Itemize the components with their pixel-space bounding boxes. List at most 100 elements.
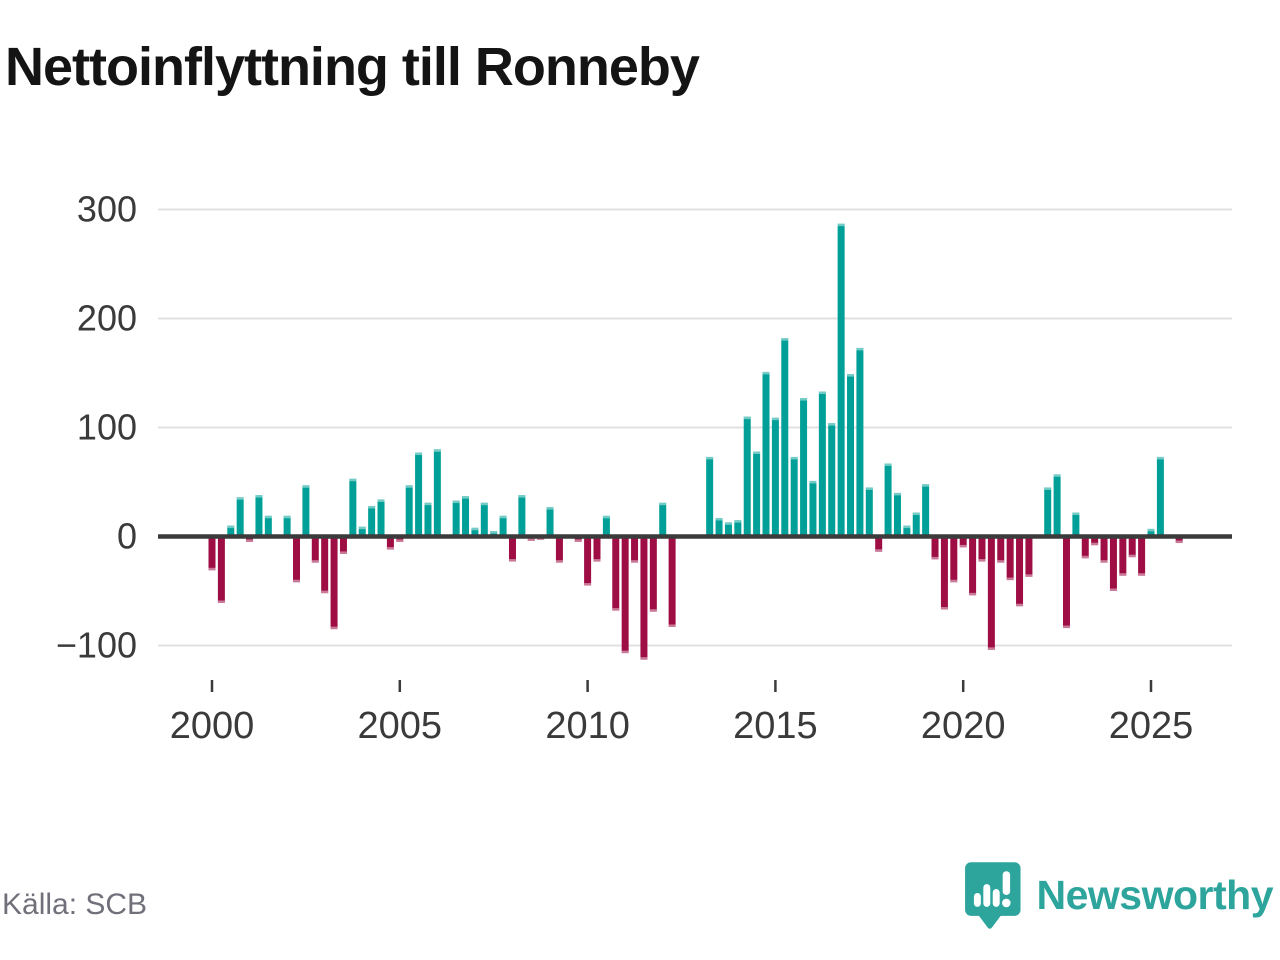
bar-2024Q3 xyxy=(1128,536,1136,558)
bar-2016Q2 xyxy=(818,391,826,537)
y-axis-label-200: 200 xyxy=(77,298,137,339)
bar-cap xyxy=(893,492,901,496)
bar-2022Q4 xyxy=(1062,536,1070,629)
bar-cap xyxy=(546,507,554,510)
x-axis-label-2010: 2010 xyxy=(545,705,630,747)
bar-2023Q4 xyxy=(1100,536,1108,563)
newsworthy-logo-icon xyxy=(965,862,1021,929)
bar-2014Q4 xyxy=(762,371,770,537)
bar-cap xyxy=(339,551,347,554)
bar-2022Q3 xyxy=(1053,474,1061,537)
bar-2018Q1 xyxy=(884,463,892,537)
bar-cap xyxy=(800,398,808,401)
bar-cap xyxy=(462,496,470,499)
bar-2002Q3 xyxy=(302,485,310,537)
bar-cap xyxy=(931,556,939,560)
logo-bar-small xyxy=(973,893,981,907)
bar-cap xyxy=(396,539,404,542)
bar-2018Q4 xyxy=(912,512,920,537)
bar-2014Q2 xyxy=(743,416,751,537)
bar-2001Q2 xyxy=(255,495,263,537)
bar-2009Q1 xyxy=(546,507,554,537)
y-axis-label-0: 0 xyxy=(117,516,137,557)
x-axis-label-2025: 2025 xyxy=(1109,705,1194,747)
bar-2007Q4 xyxy=(499,515,507,537)
bar-2012Q1 xyxy=(659,502,667,537)
bar-cap xyxy=(762,371,770,375)
bar-2011Q3 xyxy=(640,536,648,660)
bar-2014Q1 xyxy=(734,520,742,537)
bar-2010Q4 xyxy=(612,536,620,611)
bar-2025Q2 xyxy=(1156,456,1164,537)
bar-2017Q1 xyxy=(847,374,855,537)
bar-2013Q3 xyxy=(715,517,723,537)
bar-2011Q1 xyxy=(621,536,629,654)
bar-2013Q4 xyxy=(724,522,732,537)
bar-cap xyxy=(809,480,817,484)
bar-cap xyxy=(1016,603,1024,607)
bar-cap xyxy=(940,607,948,610)
bar-cap xyxy=(574,539,582,542)
chart-title: Nettoinflyttning till Ronneby xyxy=(5,37,700,97)
bar-2024Q4 xyxy=(1138,536,1146,576)
bar-2016Q1 xyxy=(809,480,817,537)
bar-2020Q3 xyxy=(978,536,986,562)
bar-cap xyxy=(1072,512,1080,516)
bar-cap xyxy=(828,423,836,426)
bar-2003Q3 xyxy=(339,536,347,554)
bar-2003Q1 xyxy=(321,536,329,594)
newsworthy-brand: Newsworthy xyxy=(963,860,1273,930)
bar-2015Q3 xyxy=(790,456,798,537)
bar-2020Q1 xyxy=(959,536,967,548)
bar-2005Q2 xyxy=(405,485,413,537)
bar-2009Q4 xyxy=(574,536,582,542)
bar-2004Q1 xyxy=(358,526,366,537)
bar-2002Q2 xyxy=(293,536,301,583)
bar-cap xyxy=(734,520,742,523)
bar-2021Q2 xyxy=(1006,536,1014,581)
bar-2021Q4 xyxy=(1025,536,1033,577)
bar-2006Q1 xyxy=(433,449,441,537)
bar-2023Q3 xyxy=(1091,536,1099,546)
bar-cap xyxy=(706,456,714,460)
bar-2009Q2 xyxy=(555,536,563,563)
bar-cap xyxy=(668,624,676,627)
bar-cap xyxy=(358,526,366,530)
bar-cap xyxy=(405,485,413,488)
bar-cap xyxy=(771,417,779,421)
bar-2003Q4 xyxy=(349,478,357,537)
bar-cap xyxy=(950,579,958,583)
bar-cap xyxy=(518,495,526,498)
x-axis-label-2000: 2000 xyxy=(170,705,255,747)
logo-exclamation-dot xyxy=(1002,898,1011,908)
bar-cap xyxy=(743,416,751,420)
bar-2017Q4 xyxy=(875,536,883,552)
bar-2008Q1 xyxy=(508,536,516,562)
bar-2020Q4 xyxy=(987,536,995,650)
bar-2002Q1 xyxy=(283,515,291,537)
bar-cap xyxy=(790,456,798,460)
bar-2004Q2 xyxy=(368,505,376,537)
bar-cap xyxy=(602,515,610,519)
bar-cap xyxy=(424,502,432,506)
bar-cap xyxy=(649,609,657,612)
bar-cap xyxy=(997,560,1005,563)
bar-2003Q2 xyxy=(330,536,338,630)
bar-cap xyxy=(621,650,629,654)
bar-cap xyxy=(724,522,732,525)
bar-cap xyxy=(217,600,225,603)
bar-cap xyxy=(978,559,986,562)
bar-2005Q4 xyxy=(424,502,432,537)
bar-2011Q2 xyxy=(631,536,639,563)
bar-2015Q4 xyxy=(800,398,808,537)
bar-cap xyxy=(1062,625,1070,629)
x-axis-label-2005: 2005 xyxy=(358,705,443,747)
bar-2004Q3 xyxy=(377,499,385,537)
bar-2000Q2 xyxy=(217,536,225,603)
bar-cap xyxy=(1053,474,1061,477)
bar-cap xyxy=(959,544,967,548)
bar-cap xyxy=(293,579,301,583)
x-axis-label-2020: 2020 xyxy=(921,705,1006,747)
bar-2024Q1 xyxy=(1109,536,1117,591)
bar-2002Q4 xyxy=(311,536,319,563)
